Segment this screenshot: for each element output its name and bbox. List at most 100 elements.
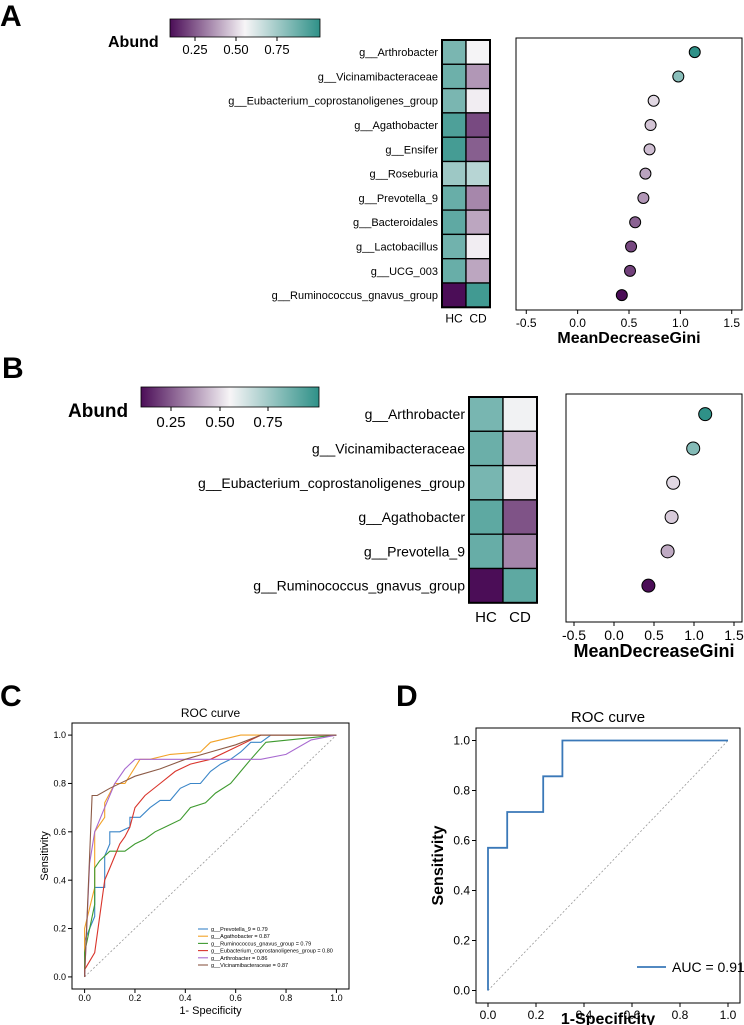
gini-point <box>660 544 675 559</box>
genus-label: g__Eubacterium_coprostanoligenes_group <box>228 96 438 108</box>
x-tick-label: 0.5 <box>621 316 638 330</box>
panel-label-b: B <box>2 352 24 385</box>
heatmap-cell <box>465 112 491 138</box>
y-tick-label: 0.2 <box>453 934 470 948</box>
gini-point <box>639 167 652 180</box>
colorbar-a-bar <box>169 18 321 38</box>
heatmap-cell <box>441 282 467 308</box>
gini-point <box>625 240 638 253</box>
chart-title: ROC curve <box>571 709 645 726</box>
genus-label: g__Arthrobacter <box>365 406 466 422</box>
genus-label: g__Lactobacillus <box>356 242 438 254</box>
heatmap-cell <box>465 39 491 65</box>
genus-label: g__Bacteroidales <box>353 217 439 229</box>
legend-entry: g__Arthrobacter = 0.86 <box>211 956 267 962</box>
x-axis-label: 1- Specificity <box>179 1005 242 1017</box>
y-tick-label: 1.0 <box>53 730 66 740</box>
heatmap-cell <box>465 233 491 260</box>
gini-point <box>686 441 701 456</box>
colorbar-a: Abund 0.25 0.50 0.75 <box>108 18 321 57</box>
x-tick-label: 0.6 <box>229 993 242 1003</box>
heatmap-cell <box>441 209 467 236</box>
gini-point <box>664 510 679 525</box>
legend-entry: g__Agathobacter = 0.87 <box>211 934 270 940</box>
heatmap-cell <box>465 160 491 187</box>
x-tick-label: -0.5 <box>562 627 586 643</box>
roc-series-line <box>84 734 337 977</box>
x-tick-label: 1.0 <box>720 1008 737 1022</box>
x-tick-label: 1.0 <box>330 993 343 1003</box>
heatmap-cell <box>465 136 491 163</box>
plot-frame <box>71 722 350 990</box>
heatmap-cell <box>441 185 467 211</box>
x-tick-label: 0.6 <box>624 1008 641 1022</box>
heatmap-cell <box>441 87 467 114</box>
x-tick-label: 0.0 <box>604 627 624 643</box>
legend-entry: g__Ruminococcus_gnavus_group = 0.79 <box>211 941 311 947</box>
x-tick-label: 0.0 <box>480 1008 497 1022</box>
heatmap-cell <box>441 258 467 284</box>
x-tick-label: -0.5 <box>516 316 537 330</box>
x-tick-label: 0.0 <box>569 316 586 330</box>
heatmap-cell <box>468 533 504 570</box>
heatmap-cell <box>441 160 467 187</box>
heatmap-cell <box>441 63 467 90</box>
heatmap-cell <box>502 464 538 501</box>
x-tick-label: 0.2 <box>528 1008 545 1022</box>
panel-label-a: A <box>0 0 22 33</box>
gini-point <box>641 578 656 593</box>
colorbar-b-bar <box>140 386 320 408</box>
gini-point <box>666 475 681 490</box>
heatmap-cell <box>502 567 538 604</box>
x-tick-label: 1.0 <box>684 627 704 643</box>
panel-label-c: C <box>0 680 22 713</box>
heatmap-cell <box>468 499 504 535</box>
x-axis-label: 1-Specificity <box>561 1011 655 1025</box>
heatmap-cell <box>441 136 467 163</box>
x-tick-label: 0.8 <box>672 1008 689 1022</box>
heatmap-cell <box>468 567 504 604</box>
roc-series-line <box>84 734 337 977</box>
genus-label: g__Arthrobacter <box>359 47 438 59</box>
gini-point <box>637 191 650 204</box>
x-tick-label: 0.5 <box>644 627 664 643</box>
colorbar-b-tick-label: 0.75 <box>253 414 282 431</box>
x-tick-label: 0.4 <box>179 993 192 1003</box>
gini-point <box>643 143 656 156</box>
gini-point <box>672 70 685 83</box>
gini-point <box>624 264 637 277</box>
colorbar-b-label: Abund <box>68 401 128 422</box>
x-axis-label: MeanDecreaseGini <box>573 641 734 661</box>
chart-layer: g__Arthrobacter g__Vicinamibacteraceae g__… <box>39 37 744 1025</box>
gini-point <box>647 94 660 107</box>
heatmap-cell <box>465 87 491 114</box>
genus-label: g__Vicinamibacteraceae <box>312 440 465 456</box>
legend-entry: g__Prevotella_9 = 0.79 <box>211 927 268 933</box>
heatmap-cell <box>502 499 538 535</box>
colorbar-a-label: Abund <box>108 34 159 51</box>
genus-label: g__Ruminococcus_gnavus_group <box>253 578 465 594</box>
legend-entry: AUC = 0.912 <box>672 959 744 975</box>
gini-point <box>629 216 642 229</box>
y-tick-label: 0.0 <box>53 972 66 982</box>
group-label: HC <box>475 609 497 626</box>
y-tick-label: 0.2 <box>53 924 66 934</box>
gini-point <box>644 119 657 132</box>
y-tick-label: 1.0 <box>453 734 470 748</box>
heatmap-cell <box>465 185 491 211</box>
colorbar-a-tick-label: 0.25 <box>182 42 207 57</box>
roc-series-line <box>84 734 337 977</box>
heatmap-cell <box>465 258 491 284</box>
colorbar-b-tick-label: 0.25 <box>156 414 185 431</box>
y-tick-label: 0.8 <box>53 779 66 789</box>
x-tick-label: 0.0 <box>78 993 91 1003</box>
heatmap-cell <box>441 233 467 260</box>
heatmap-cell <box>441 112 467 138</box>
heatmap-border <box>468 396 538 604</box>
roc-series-line <box>487 739 728 991</box>
genus-label: g__Agathobacter <box>354 120 438 132</box>
y-axis-label: Sensitivity <box>39 831 51 881</box>
x-tick-label: 0.8 <box>280 993 293 1003</box>
y-tick-label: 0.6 <box>453 834 470 848</box>
